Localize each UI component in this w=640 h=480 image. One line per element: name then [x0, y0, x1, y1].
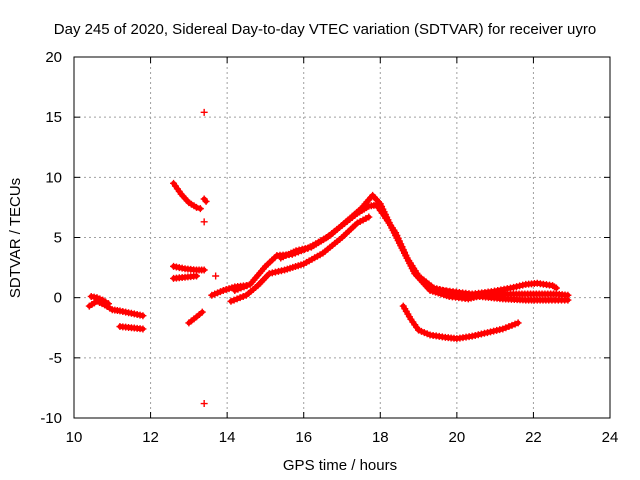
data-point	[278, 267, 286, 275]
series-arc-4	[170, 179, 204, 213]
data-point	[519, 281, 527, 289]
y-tick-label: 10	[45, 169, 62, 186]
series-arc-17	[430, 279, 560, 298]
data-point	[239, 292, 247, 300]
data-point	[564, 291, 572, 299]
x-tick-label: 22	[525, 429, 542, 446]
data-point	[552, 284, 560, 292]
data-point	[487, 328, 495, 336]
y-tick-label: 0	[54, 290, 62, 307]
x-tick-label: 16	[295, 429, 312, 446]
x-tick-label: 24	[602, 429, 619, 446]
data-point	[295, 246, 303, 254]
data-point	[193, 203, 201, 211]
y-tick-label: 15	[45, 109, 62, 126]
chart-title: Day 245 of 2020, Sidereal Day-to-day VTE…	[54, 21, 596, 38]
data-point	[480, 329, 488, 337]
series-arc-10	[170, 272, 201, 282]
data-point	[104, 300, 112, 308]
data-point	[499, 325, 507, 333]
series-arc-16	[277, 191, 572, 303]
data-point	[193, 272, 201, 280]
data-point	[243, 282, 251, 290]
data-point	[304, 244, 312, 252]
data-point	[493, 326, 501, 334]
data-point	[505, 323, 513, 331]
y-tick-label: -5	[49, 350, 62, 367]
data-point	[200, 108, 208, 116]
data-point	[511, 320, 519, 328]
data-point	[271, 268, 279, 276]
data-point	[510, 283, 518, 291]
data-point	[274, 267, 282, 275]
data-point	[468, 332, 476, 340]
data-point	[502, 324, 510, 332]
data-point	[471, 331, 479, 339]
y-tick-label: 20	[45, 49, 62, 66]
data-point	[236, 294, 244, 302]
y-axis-label: SDTVAR / TECUs	[7, 178, 24, 298]
data-point	[202, 197, 210, 205]
data-point	[237, 284, 245, 292]
data-point	[490, 327, 498, 335]
series-arc-7	[200, 218, 208, 226]
data-point	[200, 400, 208, 408]
data-point	[200, 218, 208, 226]
data-point	[198, 308, 206, 316]
series-arc-8	[200, 400, 208, 408]
data-point	[508, 321, 516, 329]
data-point	[227, 297, 235, 305]
x-axis-label: GPS time / hours	[283, 457, 397, 474]
x-tick-label: 20	[449, 429, 466, 446]
data-point	[230, 296, 238, 304]
series-arc-6	[200, 108, 208, 116]
x-tick-label: 18	[372, 429, 389, 446]
series-arc-9	[170, 262, 208, 274]
series-arc-18	[399, 302, 522, 343]
x-tick-label: 12	[142, 429, 159, 446]
data-point	[301, 245, 309, 253]
data-point	[231, 286, 239, 294]
data-point	[513, 283, 521, 291]
data-point	[516, 282, 524, 290]
data-point	[506, 284, 514, 292]
data-point	[234, 285, 242, 293]
data-point	[292, 247, 300, 255]
data-point	[474, 331, 482, 339]
axis-ticks: 10 12 14 16 18 20 22 24 -10 -5 0 5 10 15 20	[40, 49, 618, 446]
data-point	[483, 329, 491, 337]
x-tick-label: 10	[66, 429, 83, 446]
data-point	[196, 205, 204, 213]
y-tick-label: -10	[40, 410, 62, 427]
data-point	[514, 319, 522, 327]
data-point	[496, 326, 504, 334]
x-tick-label: 14	[219, 429, 236, 446]
data-point	[265, 270, 273, 278]
data-series	[85, 108, 572, 408]
data-point	[298, 245, 306, 253]
data-point	[200, 266, 208, 274]
series-arc-3	[116, 323, 147, 333]
data-point	[365, 213, 373, 221]
series-arc-2	[87, 292, 112, 308]
series-arc-11	[185, 308, 206, 327]
data-point	[268, 269, 276, 277]
data-point	[139, 325, 147, 333]
data-point	[477, 330, 485, 338]
data-point	[240, 283, 248, 291]
data-point	[233, 295, 241, 303]
series-arc-12	[212, 272, 220, 280]
y-tick-label: 5	[54, 230, 62, 247]
data-point	[212, 272, 220, 280]
data-point	[139, 312, 147, 320]
series-arc-5	[200, 195, 210, 205]
series-arc-14	[227, 213, 373, 305]
